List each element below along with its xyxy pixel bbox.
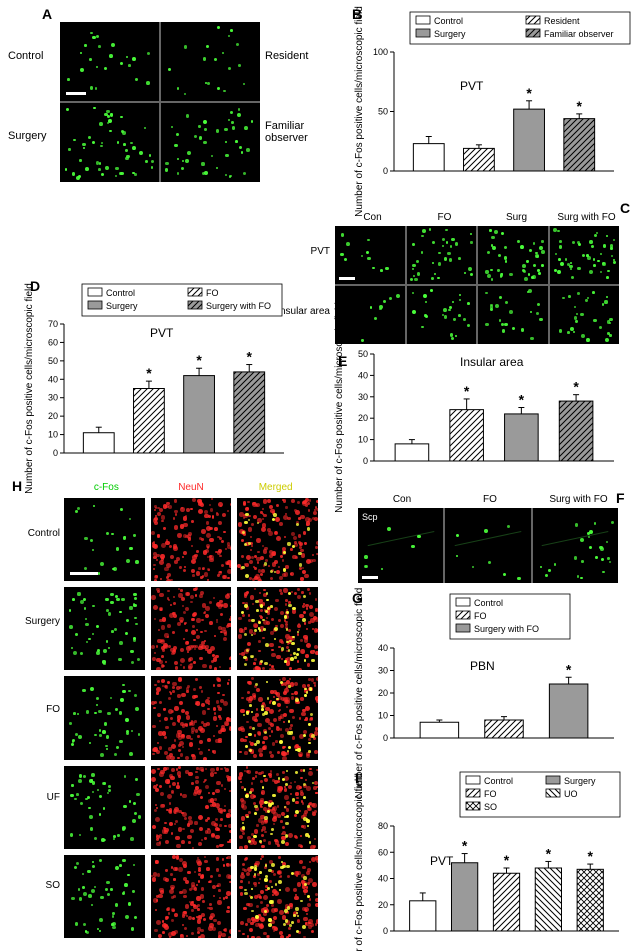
panel-c-col-1: FO [412,212,477,223]
svg-text:80: 80 [378,821,388,831]
panel-f-col-1: FO [450,494,530,505]
svg-text:*: * [247,349,253,365]
panel-a-label-bl: Surgery [8,130,47,142]
svg-text:20: 20 [378,688,388,698]
svg-text:Surgery with FO: Surgery with FO [206,301,271,311]
svg-text:10: 10 [48,430,58,440]
svg-text:Resident: Resident [544,16,580,26]
svg-text:30: 30 [378,666,388,676]
panel-e-chart: 01020304050***Number of c-Fos positive c… [330,350,620,475]
svg-text:FO: FO [474,611,487,621]
svg-text:Number of c-Fos positive cells: Number of c-Fos positive cells/microscop… [334,302,345,513]
svg-text:FO: FO [484,789,497,799]
svg-text:Surgery: Surgery [106,301,138,311]
svg-text:*: * [573,379,579,395]
svg-text:0: 0 [383,733,388,743]
svg-text:Control: Control [484,776,513,786]
svg-text:*: * [462,838,468,854]
svg-text:30: 30 [48,393,58,403]
svg-text:SO: SO [484,802,497,812]
panel-g-chart: 010203040*Number of c-Fos positive cells… [350,592,620,752]
svg-text:40: 40 [378,874,388,884]
panel-f-col-2: Surg with FO [536,494,621,505]
svg-text:*: * [196,352,202,368]
svg-text:50: 50 [48,356,58,366]
panel-a-label-br: Familiar observer [265,120,320,144]
panel-c-col-2: Surg [484,212,549,223]
panel-c-col-3: Surg with FO [549,212,624,223]
panel-h-letter: H [12,478,22,494]
panel-c-micrographs [335,226,619,344]
svg-text:Number of c-Fos positive cells: Number of c-Fos positive cells/microscop… [354,773,365,951]
svg-text:0: 0 [383,166,388,176]
panel-a-letter: A [42,6,52,22]
panel-i-chart: 020406080****Number of c-Fos positive ce… [350,770,625,945]
panel-f-col-0: Con [362,494,442,505]
svg-text:Number of c-Fos positive cells: Number of c-Fos positive cells/microscop… [24,283,35,494]
svg-text:*: * [588,848,594,864]
svg-text:PVT: PVT [430,854,454,868]
panel-d-chart: 010203040506070***Number of c-Fos positi… [20,282,290,467]
svg-text:Number of c-Fos positive cells: Number of c-Fos positive cells/microscop… [354,588,365,799]
svg-text:20: 20 [358,413,368,423]
svg-text:UO: UO [564,789,578,799]
svg-text:Surgery: Surgery [434,29,466,39]
panel-c-row-0: PVT [255,246,330,257]
svg-text:*: * [464,383,470,399]
svg-text:*: * [546,845,552,861]
svg-text:*: * [577,98,583,114]
svg-text:Surgery with FO: Surgery with FO [474,624,539,634]
svg-text:0: 0 [53,448,58,458]
svg-text:PVT: PVT [150,326,174,340]
panel-f-micrographs: Scp [358,508,618,583]
svg-text:10: 10 [358,435,368,445]
panel-h-micrographs [64,498,318,938]
svg-text:Familiar observer: Familiar observer [544,29,614,39]
svg-text:*: * [566,661,572,677]
panel-b-chart: 050100**Number of c-Fos positive cells/m… [350,10,620,185]
svg-text:*: * [519,392,525,408]
svg-text:Control: Control [434,16,463,26]
svg-text:0: 0 [383,926,388,936]
svg-text:50: 50 [358,349,368,359]
svg-text:0: 0 [363,456,368,466]
svg-text:10: 10 [378,711,388,721]
svg-text:Insular area: Insular area [460,355,524,369]
svg-text:Number of c-Fos positive cells: Number of c-Fos positive cells/microscop… [354,6,365,217]
svg-text:Surgery: Surgery [564,776,596,786]
svg-text:70: 70 [48,319,58,329]
svg-text:60: 60 [378,847,388,857]
svg-text:*: * [526,85,532,101]
svg-text:FO: FO [206,288,219,298]
svg-text:20: 20 [378,900,388,910]
svg-text:Control: Control [106,288,135,298]
panel-a-micrographs [60,22,260,182]
panel-c-col-0: Con [340,212,405,223]
panel-a-label-tr: Resident [265,50,308,62]
svg-text:60: 60 [48,337,58,347]
svg-text:50: 50 [378,107,388,117]
svg-text:30: 30 [358,392,368,402]
panel-a-label-tl: Control [8,50,43,62]
svg-text:40: 40 [358,370,368,380]
svg-text:Control: Control [474,598,503,608]
svg-text:20: 20 [48,411,58,421]
svg-text:*: * [146,365,152,381]
svg-text:PBN: PBN [470,659,495,673]
svg-text:40: 40 [48,374,58,384]
svg-text:100: 100 [373,47,388,57]
svg-text:PVT: PVT [460,79,484,93]
svg-text:40: 40 [378,643,388,653]
svg-text:*: * [504,852,510,868]
